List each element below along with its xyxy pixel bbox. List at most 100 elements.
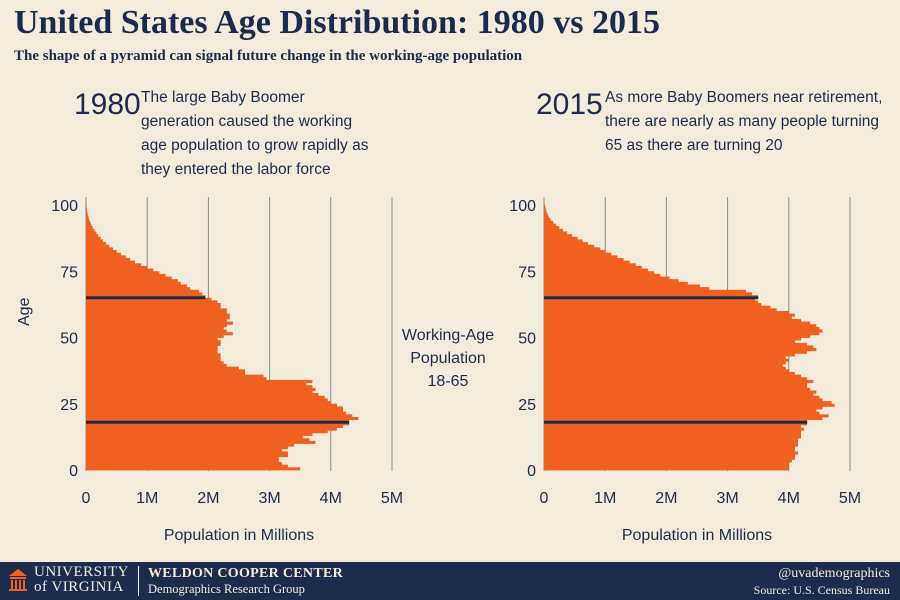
bar-2015-age-31 xyxy=(544,385,808,389)
bar-2015-age-17 xyxy=(544,422,808,426)
bar-2015-age-50 xyxy=(544,334,811,338)
bar-2015-age-6 xyxy=(544,451,798,455)
bar-2015-age-73 xyxy=(544,273,661,277)
bar-1980-age-42 xyxy=(86,356,221,360)
social-handle[interactable]: @uvademographics xyxy=(778,566,890,581)
bar-2015-age-30 xyxy=(544,387,811,391)
bar-1980-age-32 xyxy=(86,382,307,386)
bar-1980-age-99 xyxy=(86,205,87,209)
bar-2015-age-36 xyxy=(544,371,795,375)
bar-2015-age-84 xyxy=(544,244,595,248)
bar-2015-age-68 xyxy=(544,287,710,291)
bar-2015-age-47 xyxy=(544,342,808,346)
bar-1980-age-89 xyxy=(86,231,97,235)
bar-1980-age-51 xyxy=(86,332,233,336)
bar-2015-age-67 xyxy=(544,289,746,293)
bar-1980-age-36 xyxy=(86,371,246,375)
bar-2015-age-75 xyxy=(544,268,649,272)
bar-2015-age-56 xyxy=(544,318,802,322)
y-tick-2015-100: 100 xyxy=(509,198,536,215)
bar-1980-age-58 xyxy=(86,313,230,317)
bar-1980-age-37 xyxy=(86,369,246,373)
bar-1980-age-27 xyxy=(86,395,325,399)
bar-2015-age-80 xyxy=(544,255,618,259)
bar-2015-age-87 xyxy=(544,236,578,240)
bar-2015-age-21 xyxy=(544,411,820,415)
bar-1980-age-50 xyxy=(86,334,224,338)
bar-1980-age-55 xyxy=(86,321,233,325)
bar-1980-age-70 xyxy=(86,281,181,285)
bar-2015-age-85 xyxy=(544,242,589,246)
bar-2015-age-3 xyxy=(544,459,792,463)
working-age-label-line1: Working-Age xyxy=(401,327,495,344)
bar-2015-age-91 xyxy=(544,226,560,230)
bar-1980-age-53 xyxy=(86,326,224,330)
bar-1980-age-10 xyxy=(86,440,316,444)
bar-2015-age-15 xyxy=(544,427,805,431)
bar-2015-age-70 xyxy=(544,281,688,285)
bar-1980-age-73 xyxy=(86,273,166,277)
bar-2015-age-20 xyxy=(544,414,829,418)
bar-1980-age-66 xyxy=(86,292,203,296)
working-age-label-line2: Population xyxy=(410,350,486,367)
bar-2015-age-29 xyxy=(544,390,817,394)
bar-1980-age-24 xyxy=(86,403,337,407)
bar-1980-age-3 xyxy=(86,459,279,463)
x-tick-1980-2M: 2M xyxy=(197,490,219,507)
bar-1980-age-94 xyxy=(86,218,90,222)
y-tick-2015-0: 0 xyxy=(527,463,536,480)
bar-2015-age-53 xyxy=(544,326,820,330)
x-tick-2015-4M: 4M xyxy=(778,490,800,507)
bar-2015-age-45 xyxy=(544,348,817,352)
bar-1980-age-76 xyxy=(86,265,148,269)
bar-2015-age-54 xyxy=(544,324,817,328)
bar-2015-age-2 xyxy=(544,462,789,466)
bar-2015-age-12 xyxy=(544,435,802,439)
bar-2015-age-62 xyxy=(544,303,762,307)
bar-2015-age-42 xyxy=(544,356,786,360)
y-tick-2015-75: 75 xyxy=(518,264,536,281)
working-age-label: Working-Age Population 18-65 xyxy=(398,324,498,393)
bar-1980-age-0 xyxy=(86,467,301,471)
bar-1980-age-67 xyxy=(86,289,200,293)
bar-2015-age-33 xyxy=(544,379,814,383)
bar-1980-age-71 xyxy=(86,279,178,283)
bar-1980-age-56 xyxy=(86,318,227,322)
group-name: Demographics Research Group xyxy=(148,582,305,596)
x-tick-2015-1M: 1M xyxy=(594,490,616,507)
x-tick-2015-5M: 5M xyxy=(839,490,861,507)
bar-1980-age-43 xyxy=(86,353,221,357)
bar-1980-age-63 xyxy=(86,300,218,304)
bar-1980-age-96 xyxy=(86,212,88,216)
bar-1980-age-82 xyxy=(86,250,117,254)
bar-2015-age-46 xyxy=(544,345,814,349)
bar-1980-age-77 xyxy=(86,263,142,267)
x-tick-2015-3M: 3M xyxy=(716,490,738,507)
bar-2015-age-83 xyxy=(544,247,601,251)
bar-1980-age-95 xyxy=(86,215,89,219)
bar-1980-age-48 xyxy=(86,340,221,344)
bar-1980-age-59 xyxy=(86,311,227,315)
y-tick-1980-75: 75 xyxy=(60,264,78,281)
x-tick-1980-4M: 4M xyxy=(320,490,342,507)
bar-1980-age-86 xyxy=(86,239,104,243)
bar-2015-age-13 xyxy=(544,432,802,436)
bar-2015-age-34 xyxy=(544,377,808,381)
bar-2015-age-22 xyxy=(544,409,817,413)
bar-2015-age-14 xyxy=(544,430,802,434)
x-tick-2015-2M: 2M xyxy=(655,490,677,507)
x-axis-label-2015: Population in Millions xyxy=(622,527,772,544)
bar-1980-age-5 xyxy=(86,454,288,458)
bar-2015-age-38 xyxy=(544,366,786,370)
bar-1980-age-78 xyxy=(86,260,135,264)
footer: UNIVERSITY of VIRGINIA WELDON COOPER CEN… xyxy=(0,562,900,600)
university-name: UNIVERSITY of VIRGINIA xyxy=(34,565,129,595)
bar-2015-age-96 xyxy=(544,212,548,216)
x-tick-1980-3M: 3M xyxy=(258,490,280,507)
bar-1980-age-1 xyxy=(86,464,288,468)
bar-2015-age-55 xyxy=(544,321,811,325)
bar-1980-age-54 xyxy=(86,324,227,328)
bar-2015-age-11 xyxy=(544,438,798,442)
bar-1980-age-97 xyxy=(86,210,88,214)
bar-1980-age-7 xyxy=(86,448,282,452)
